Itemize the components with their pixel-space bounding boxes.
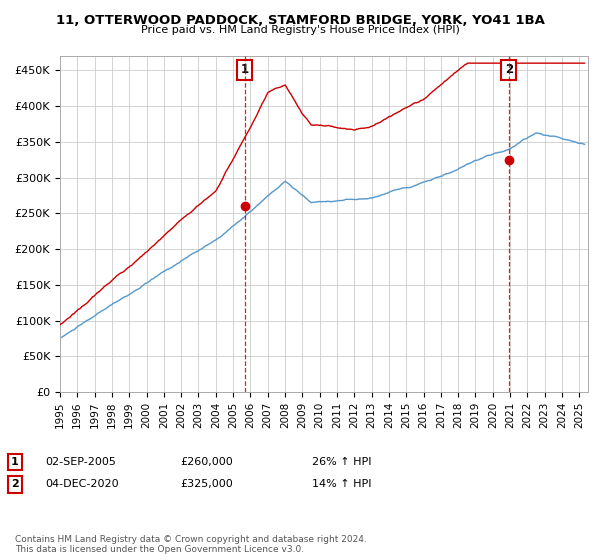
Text: 04-DEC-2020: 04-DEC-2020 [45,479,119,489]
Text: Price paid vs. HM Land Registry's House Price Index (HPI): Price paid vs. HM Land Registry's House … [140,25,460,35]
Text: 26% ↑ HPI: 26% ↑ HPI [312,457,371,467]
Text: 1: 1 [11,457,19,467]
Text: Contains HM Land Registry data © Crown copyright and database right 2024.
This d: Contains HM Land Registry data © Crown c… [15,535,367,554]
Text: 11, OTTERWOOD PADDOCK, STAMFORD BRIDGE, YORK, YO41 1BA: 11, OTTERWOOD PADDOCK, STAMFORD BRIDGE, … [56,14,544,27]
Text: 2: 2 [505,63,513,76]
Text: £260,000: £260,000 [180,457,233,467]
Text: £325,000: £325,000 [180,479,233,489]
Text: 1: 1 [241,63,249,76]
Text: 02-SEP-2005: 02-SEP-2005 [45,457,116,467]
Text: 2: 2 [11,479,19,489]
Text: 14% ↑ HPI: 14% ↑ HPI [312,479,371,489]
